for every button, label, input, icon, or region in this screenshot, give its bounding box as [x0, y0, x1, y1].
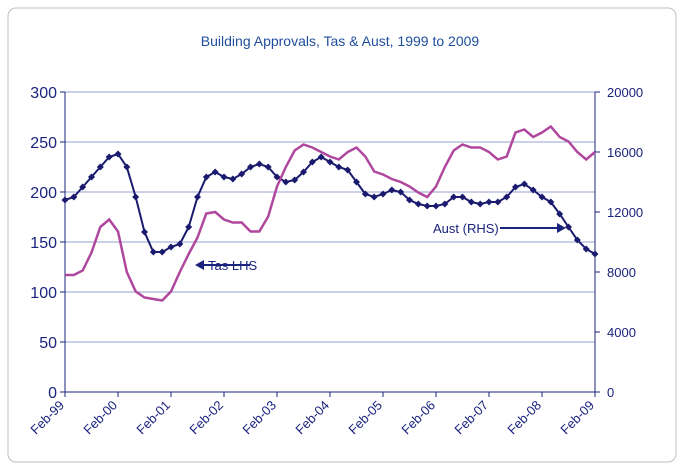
- data-point: [406, 196, 413, 204]
- y2-tick-label: 8000: [607, 265, 636, 280]
- data-point: [220, 173, 228, 181]
- data-point: [247, 163, 254, 171]
- annotation: Aust (RHS): [433, 221, 499, 236]
- data-point: [61, 196, 69, 204]
- y-tick-label: 100: [30, 285, 57, 302]
- y-tick-label: 150: [30, 235, 57, 252]
- data-point: [167, 243, 175, 251]
- data-point: [326, 158, 334, 166]
- data-point: [520, 180, 528, 188]
- y2-tick-label: 4000: [607, 325, 636, 340]
- data-point: [547, 198, 555, 206]
- data-point: [211, 168, 219, 176]
- data-point: [529, 186, 537, 194]
- y-tick-label: 50: [39, 335, 57, 352]
- y-tick-label: 250: [30, 135, 57, 152]
- y2-tick-label: 12000: [607, 205, 643, 220]
- data-point: [202, 173, 210, 181]
- data-point: [194, 193, 201, 201]
- data-point: [388, 186, 396, 194]
- data-point: [512, 183, 519, 191]
- data-point: [441, 200, 449, 208]
- y-tick-label: 300: [30, 85, 57, 102]
- data-point: [273, 173, 281, 181]
- y2-tick-label: 16000: [607, 145, 643, 160]
- data-point: [423, 202, 431, 210]
- data-point: [467, 198, 475, 206]
- data-point: [229, 175, 237, 183]
- chart-border: [7, 7, 677, 463]
- data-point: [132, 193, 140, 201]
- data-point: [317, 153, 325, 161]
- data-point: [503, 193, 511, 201]
- data-point: [459, 193, 466, 201]
- y2-tick-label: 20000: [607, 85, 643, 100]
- data-point: [476, 200, 484, 208]
- data-point: [105, 153, 113, 161]
- data-point: [176, 240, 184, 248]
- data-point: [123, 163, 131, 171]
- y-tick-label: 200: [30, 185, 57, 202]
- data-point: [344, 166, 352, 174]
- data-point: [397, 188, 405, 196]
- data-point: [185, 223, 193, 231]
- data-point: [141, 228, 148, 236]
- data-point: [282, 178, 290, 186]
- data-point: [264, 163, 272, 171]
- data-point: [335, 163, 343, 171]
- data-point: [361, 190, 369, 198]
- data-point: [582, 245, 590, 253]
- series-line: [65, 124, 596, 302]
- data-point: [414, 200, 422, 208]
- data-point: [485, 198, 493, 206]
- data-point: [291, 176, 299, 184]
- data-point: [538, 193, 546, 201]
- chart-title: Building Approvals, Tas & Aust, 1999 to …: [201, 33, 480, 49]
- data-point: [88, 173, 95, 181]
- data-point: [565, 223, 572, 231]
- annotation: Tas LHS: [208, 258, 257, 273]
- data-point: [379, 190, 387, 198]
- data-point: [556, 210, 564, 218]
- data-point: [149, 248, 157, 256]
- data-point: [79, 183, 87, 191]
- data-point: [432, 202, 440, 210]
- data-point: [300, 168, 307, 176]
- annotation-arrowhead: [195, 260, 204, 270]
- data-point: [494, 198, 502, 206]
- data-point: [238, 170, 246, 178]
- data-point: [255, 160, 263, 168]
- data-point: [370, 193, 378, 201]
- data-point: [591, 250, 599, 258]
- data-point: [353, 178, 360, 186]
- data-point: [158, 248, 166, 256]
- y-tick-label: 0: [48, 385, 57, 402]
- data-point: [70, 193, 78, 201]
- annotation-arrowhead: [557, 223, 566, 233]
- data-point: [573, 236, 581, 244]
- data-point: [114, 150, 122, 158]
- data-point: [96, 163, 104, 171]
- data-point: [308, 158, 316, 166]
- data-point: [450, 193, 458, 201]
- y2-tick-label: 0: [607, 385, 614, 400]
